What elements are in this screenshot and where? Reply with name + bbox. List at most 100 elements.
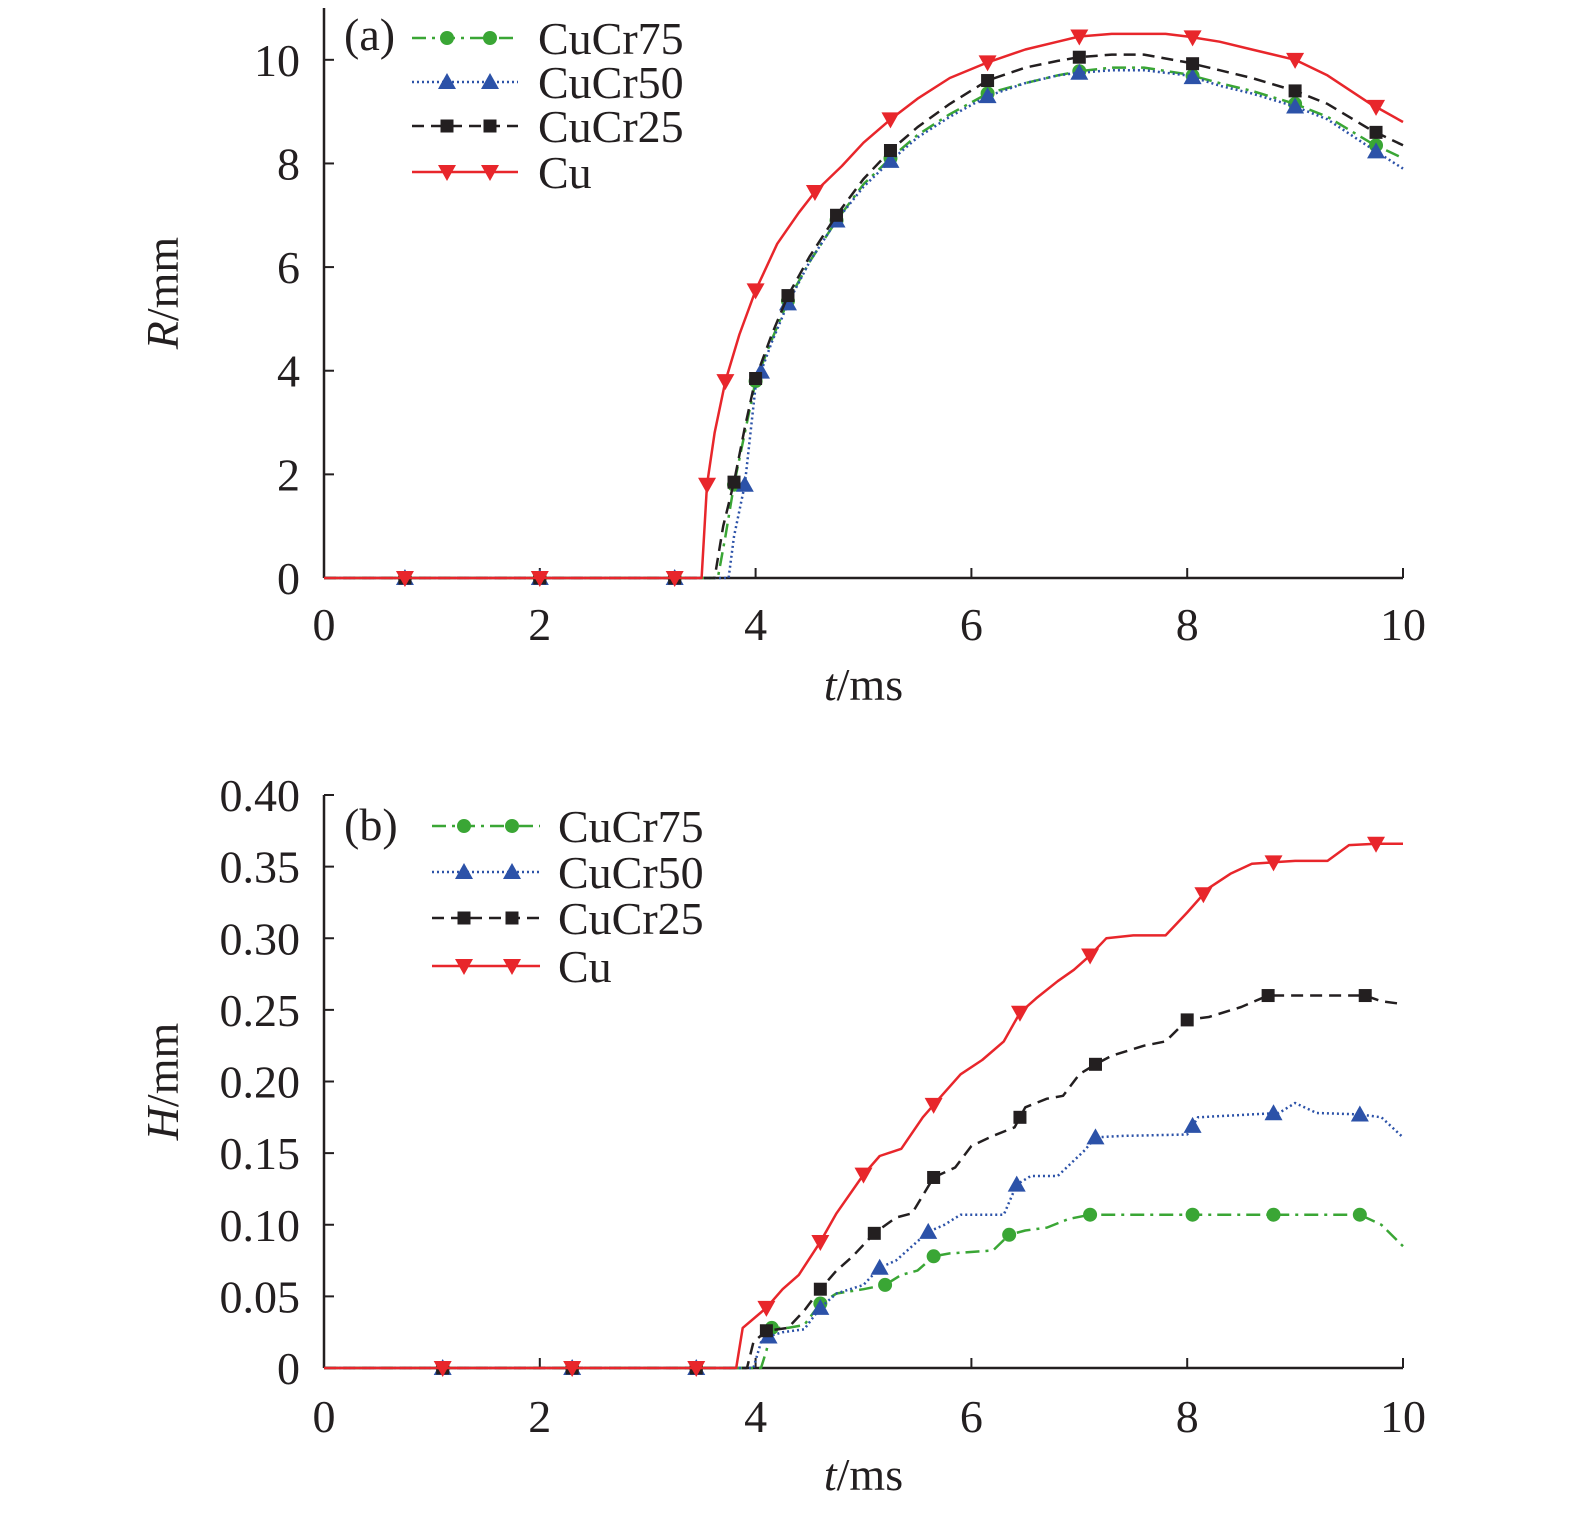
panel-b-panel-label: (b) [344, 799, 398, 850]
panel-b-series-point-cucr50 [1264, 1104, 1283, 1121]
panel-a-series-point-cucr50 [978, 87, 997, 104]
panel-a-panel-label: (a) [344, 9, 395, 60]
panel-b-series-point-cucr50 [1007, 1175, 1026, 1192]
panel-b-series-point-cucr25 [927, 1170, 941, 1184]
panel-b-series-point-cu [854, 1167, 873, 1184]
panel-a-series-line-cu [324, 32, 1404, 580]
panel-a-series-point-cu [881, 112, 900, 129]
panel-a-series-line-cucr50 [324, 68, 1404, 580]
panel-a-x-axis-label: t/ms [824, 659, 903, 710]
panel-a-x-tick-label: 6 [960, 599, 983, 650]
panel-a-series-point-cu [665, 571, 684, 587]
panel-b-series-point-cucr75 [878, 1277, 893, 1292]
panel-a-series-point-cucr25 [1369, 125, 1383, 139]
panel-b-legend-label-cucr25: CuCr25 [558, 893, 704, 944]
panel-a-series-point-cucr25 [981, 74, 995, 88]
panel-b-series-point-cucr75 [1266, 1207, 1281, 1222]
panel-a-y-tick-label: 2 [277, 449, 300, 500]
panel-a-legend-label-cu: Cu [538, 147, 592, 198]
panel-b-legend-label-cucr50: CuCr50 [558, 847, 704, 898]
panel-b-series-point-cucr25 [1261, 989, 1275, 1003]
panel-b-legend-label-cu: Cu [558, 941, 612, 992]
panel-b-x-axis-label: t/ms [824, 1449, 903, 1500]
panel-b-series-point-cucr75 [1185, 1207, 1200, 1222]
panel-a-series-point-cucr50 [1183, 68, 1202, 85]
panel-b-series-point-cucr75 [1002, 1227, 1017, 1242]
panel-a-x-tick-label: 0 [313, 599, 336, 650]
panel-a-series-point-cucr25 [1072, 50, 1086, 64]
panel-a-y-axis-label: R/mm [137, 237, 188, 351]
panel-a-series-point-cu [698, 477, 717, 494]
panel-a-legend-marker-cucr75 [483, 31, 497, 45]
panel-a-legend-marker-cu [481, 165, 499, 181]
panel-b-y-tick-label: 0.20 [220, 1057, 301, 1108]
panel-b-y-tick-label: 0.35 [220, 842, 301, 893]
panel-b-series-point-cu [1367, 836, 1386, 853]
panel-b-series-point-cucr50 [811, 1298, 830, 1315]
panel-a-series-point-cu [978, 55, 997, 72]
panel-b-series-point-cu [687, 1361, 706, 1377]
panel-a-x-tick-label: 10 [1380, 599, 1426, 650]
panel-b-legend-marker-cucr75 [457, 819, 471, 833]
panel-b-series-point-cu [1010, 1005, 1029, 1022]
panel-b-series-point-cu [757, 1300, 776, 1317]
panel-b-series-point-cu [1194, 887, 1213, 904]
panel-b-series-point-cucr75 [1352, 1207, 1367, 1222]
panel-a-series-point-cu [805, 184, 824, 201]
panel-b-legend-marker-cucr25 [505, 911, 519, 925]
panel-b-x-tick-label: 2 [528, 1391, 551, 1442]
panel-a-x-tick-label: 2 [528, 599, 551, 650]
panel-a-y-tick-label: 8 [277, 138, 300, 189]
panel-a-legend-marker-cucr50 [438, 73, 456, 89]
panel-b-x-tick-label: 8 [1176, 1391, 1199, 1442]
panel-a-legend-marker-cu [438, 165, 456, 181]
panel-b-series-point-cu [811, 1234, 830, 1251]
panel-b-chart: 0 2 4 6 8 10 0 0.05 0.10 0.15 0.20 0.25 0.30 0.35 0.40… [137, 770, 1426, 1500]
panel-b-series-point-cucr75 [1083, 1207, 1098, 1222]
panel-b-series-point-cucr50 [919, 1222, 938, 1239]
panel-b-x-tick-label: 0 [313, 1391, 336, 1442]
panel-a-x-tick-label: 8 [1176, 599, 1199, 650]
panel-b-y-tick-label: 0.10 [220, 1200, 301, 1251]
panel-a-legend-marker-cucr75 [440, 31, 454, 45]
panel-a-series-point-cucr25 [781, 289, 795, 303]
panel-a-legend-label-cucr75: CuCr75 [538, 13, 684, 64]
panel-a-series-point-cucr25 [1288, 84, 1302, 98]
panel-a-y-tick-label: 10 [254, 35, 300, 86]
panel-b-series-point-cu [563, 1361, 582, 1377]
panel-a-series-point-cu [1070, 29, 1089, 46]
panel-a-series-point-cu [716, 374, 735, 391]
panel-a-series-point-cucr25 [727, 475, 741, 489]
panel-b-series-point-cucr50 [1183, 1116, 1202, 1133]
panel-b-series-point-cu [433, 1361, 452, 1377]
panel-b-legend-marker-cucr75 [505, 819, 519, 833]
panel-b-series-point-cucr50 [1350, 1105, 1369, 1122]
panel-a-series-point-cu [1367, 99, 1386, 116]
panel-a-series-point-cucr25 [1186, 57, 1200, 71]
panel-b-series-point-cucr25 [759, 1324, 773, 1338]
panel-b-series-point-cucr50 [1086, 1128, 1105, 1145]
panel-b-x-tick-label: 6 [960, 1391, 983, 1442]
panel-b-legend-label-cucr75: CuCr75 [558, 801, 704, 852]
panel-b-series-point-cu [924, 1097, 943, 1114]
panel-b-x-tick-label: 4 [744, 1391, 767, 1442]
panel-a-series-point-cucr50 [1286, 97, 1305, 114]
panel-a-series-point-cucr50 [881, 151, 900, 168]
panel-b-series-line-cucr75 [324, 1213, 1404, 1370]
panel-a-series-point-cu [1183, 30, 1202, 47]
panel-b-series-point-cu [1081, 948, 1100, 965]
panel-a-legend-marker-cucr50 [481, 73, 499, 89]
panel-b-series-point-cucr75 [926, 1249, 941, 1264]
panel-b-legend-marker-cu [503, 959, 521, 975]
panel-b-series-point-cucr25 [1358, 989, 1372, 1003]
panel-a-y-tick-label: 0 [277, 553, 300, 604]
panel-a-series-point-cucr50 [1070, 63, 1089, 80]
panel-a-legend-marker-cucr25 [483, 119, 497, 133]
panel-a-series-line-cucr25 [324, 53, 1404, 580]
panel-b-y-tick-label: 0.30 [220, 913, 301, 964]
panel-b-series-point-cucr50 [870, 1258, 889, 1275]
panel-b-legend-marker-cucr50 [503, 863, 521, 879]
panel-a-legend-marker-cucr25 [440, 119, 454, 133]
